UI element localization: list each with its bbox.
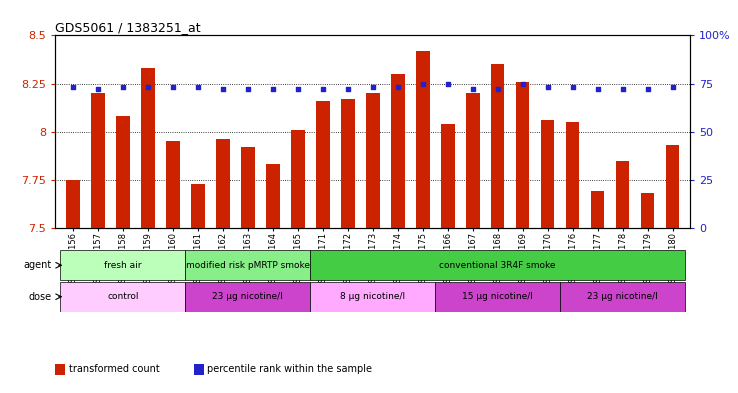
Bar [185, 250, 310, 280]
Bar [590, 191, 604, 228]
Bar [366, 93, 379, 228]
Text: dose: dose [29, 292, 52, 302]
Point [267, 86, 279, 92]
Point [442, 81, 454, 87]
Bar [141, 68, 155, 228]
Text: 15 μg nicotine/l: 15 μg nicotine/l [462, 292, 533, 301]
Point [142, 84, 154, 90]
Bar [266, 164, 280, 228]
Point [392, 84, 404, 90]
Bar [310, 282, 435, 312]
Bar [441, 124, 455, 228]
Bar [241, 147, 255, 228]
Bar [466, 93, 480, 228]
Text: control: control [107, 292, 139, 301]
Bar [166, 141, 179, 228]
Bar [216, 140, 230, 228]
Point [542, 84, 554, 90]
Text: conventional 3R4F smoke: conventional 3R4F smoke [439, 261, 556, 270]
Bar [66, 180, 80, 228]
Bar [391, 74, 404, 228]
Bar [560, 282, 685, 312]
Point [167, 84, 179, 90]
Point [466, 86, 478, 92]
Point [641, 86, 653, 92]
Bar [491, 64, 505, 228]
Text: 8 μg nicotine/l: 8 μg nicotine/l [340, 292, 405, 301]
Point [417, 81, 429, 87]
Point [242, 86, 254, 92]
Bar [435, 282, 560, 312]
Bar [415, 51, 430, 228]
Point [217, 86, 229, 92]
Bar [91, 93, 105, 228]
Point [617, 86, 629, 92]
Bar [291, 130, 305, 228]
Bar [566, 122, 579, 228]
Text: 23 μg nicotine/l: 23 μg nicotine/l [587, 292, 658, 301]
Point [67, 84, 79, 90]
Bar [61, 250, 185, 280]
Bar [191, 184, 204, 228]
Bar [341, 99, 354, 228]
Text: fresh air: fresh air [104, 261, 142, 270]
Bar [116, 116, 130, 228]
Point [567, 84, 579, 90]
Point [92, 86, 104, 92]
Point [117, 84, 128, 90]
Bar [541, 120, 554, 228]
Bar [185, 282, 310, 312]
Point [292, 86, 303, 92]
Point [517, 81, 528, 87]
Bar [666, 145, 680, 228]
Bar [516, 82, 529, 228]
Point [342, 86, 354, 92]
Bar [310, 250, 685, 280]
Text: modified risk pMRTP smoke: modified risk pMRTP smoke [186, 261, 310, 270]
Text: percentile rank within the sample: percentile rank within the sample [207, 364, 373, 375]
Bar [61, 282, 185, 312]
Text: GDS5061 / 1383251_at: GDS5061 / 1383251_at [55, 21, 201, 34]
Bar [316, 101, 330, 228]
Text: 23 μg nicotine/l: 23 μg nicotine/l [213, 292, 283, 301]
Point [367, 84, 379, 90]
Bar [615, 161, 630, 228]
Point [492, 86, 503, 92]
Point [666, 84, 678, 90]
Text: transformed count: transformed count [69, 364, 159, 375]
Bar [641, 193, 655, 228]
Point [317, 86, 328, 92]
Point [192, 84, 204, 90]
Point [592, 86, 604, 92]
Text: agent: agent [24, 260, 52, 270]
